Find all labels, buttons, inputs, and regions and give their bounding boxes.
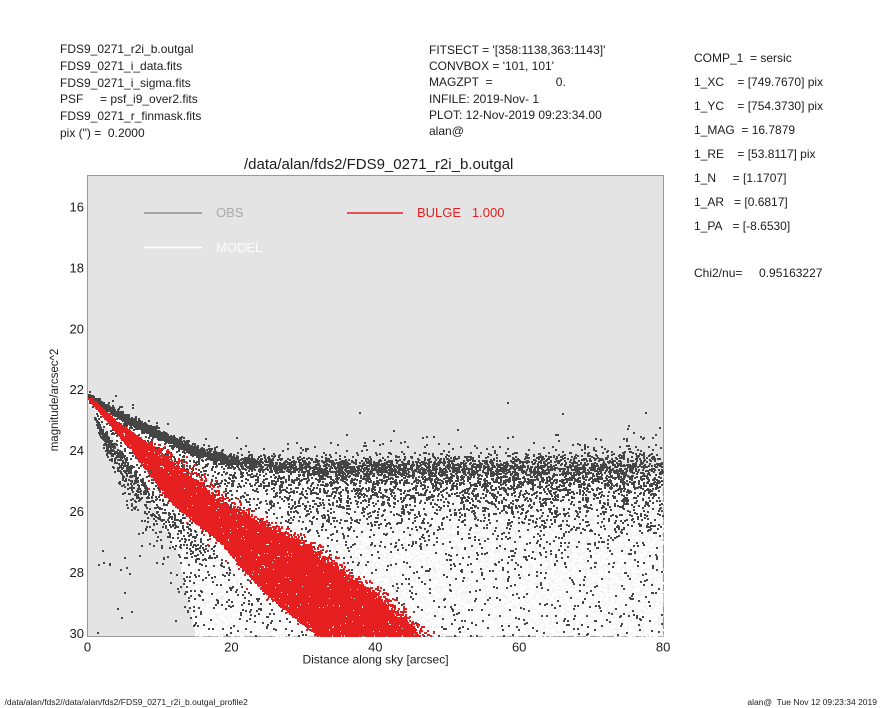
svg-text:MODEL: MODEL (216, 240, 262, 255)
svg-text:20: 20 (70, 321, 84, 336)
svg-text:40: 40 (368, 640, 382, 655)
svg-text:24: 24 (70, 443, 84, 458)
svg-text:26: 26 (70, 504, 84, 519)
svg-text:22: 22 (70, 382, 84, 397)
svg-text:OBS: OBS (216, 205, 244, 220)
svg-text:16: 16 (70, 200, 84, 215)
svg-text:magnitude/arcsec^2: magnitude/arcsec^2 (49, 349, 61, 452)
svg-text:28: 28 (70, 565, 84, 580)
svg-text:18: 18 (70, 260, 84, 275)
svg-text:20: 20 (224, 640, 238, 655)
svg-text:0: 0 (84, 640, 91, 655)
svg-text:BULGE 1.000: BULGE 1.000 (417, 205, 504, 220)
svg-text:80: 80 (656, 640, 670, 655)
svg-text:30: 30 (70, 626, 84, 641)
svg-text:Distance along sky [arcsec]: Distance along sky [arcsec] (302, 652, 448, 666)
svg-text:60: 60 (512, 640, 526, 655)
